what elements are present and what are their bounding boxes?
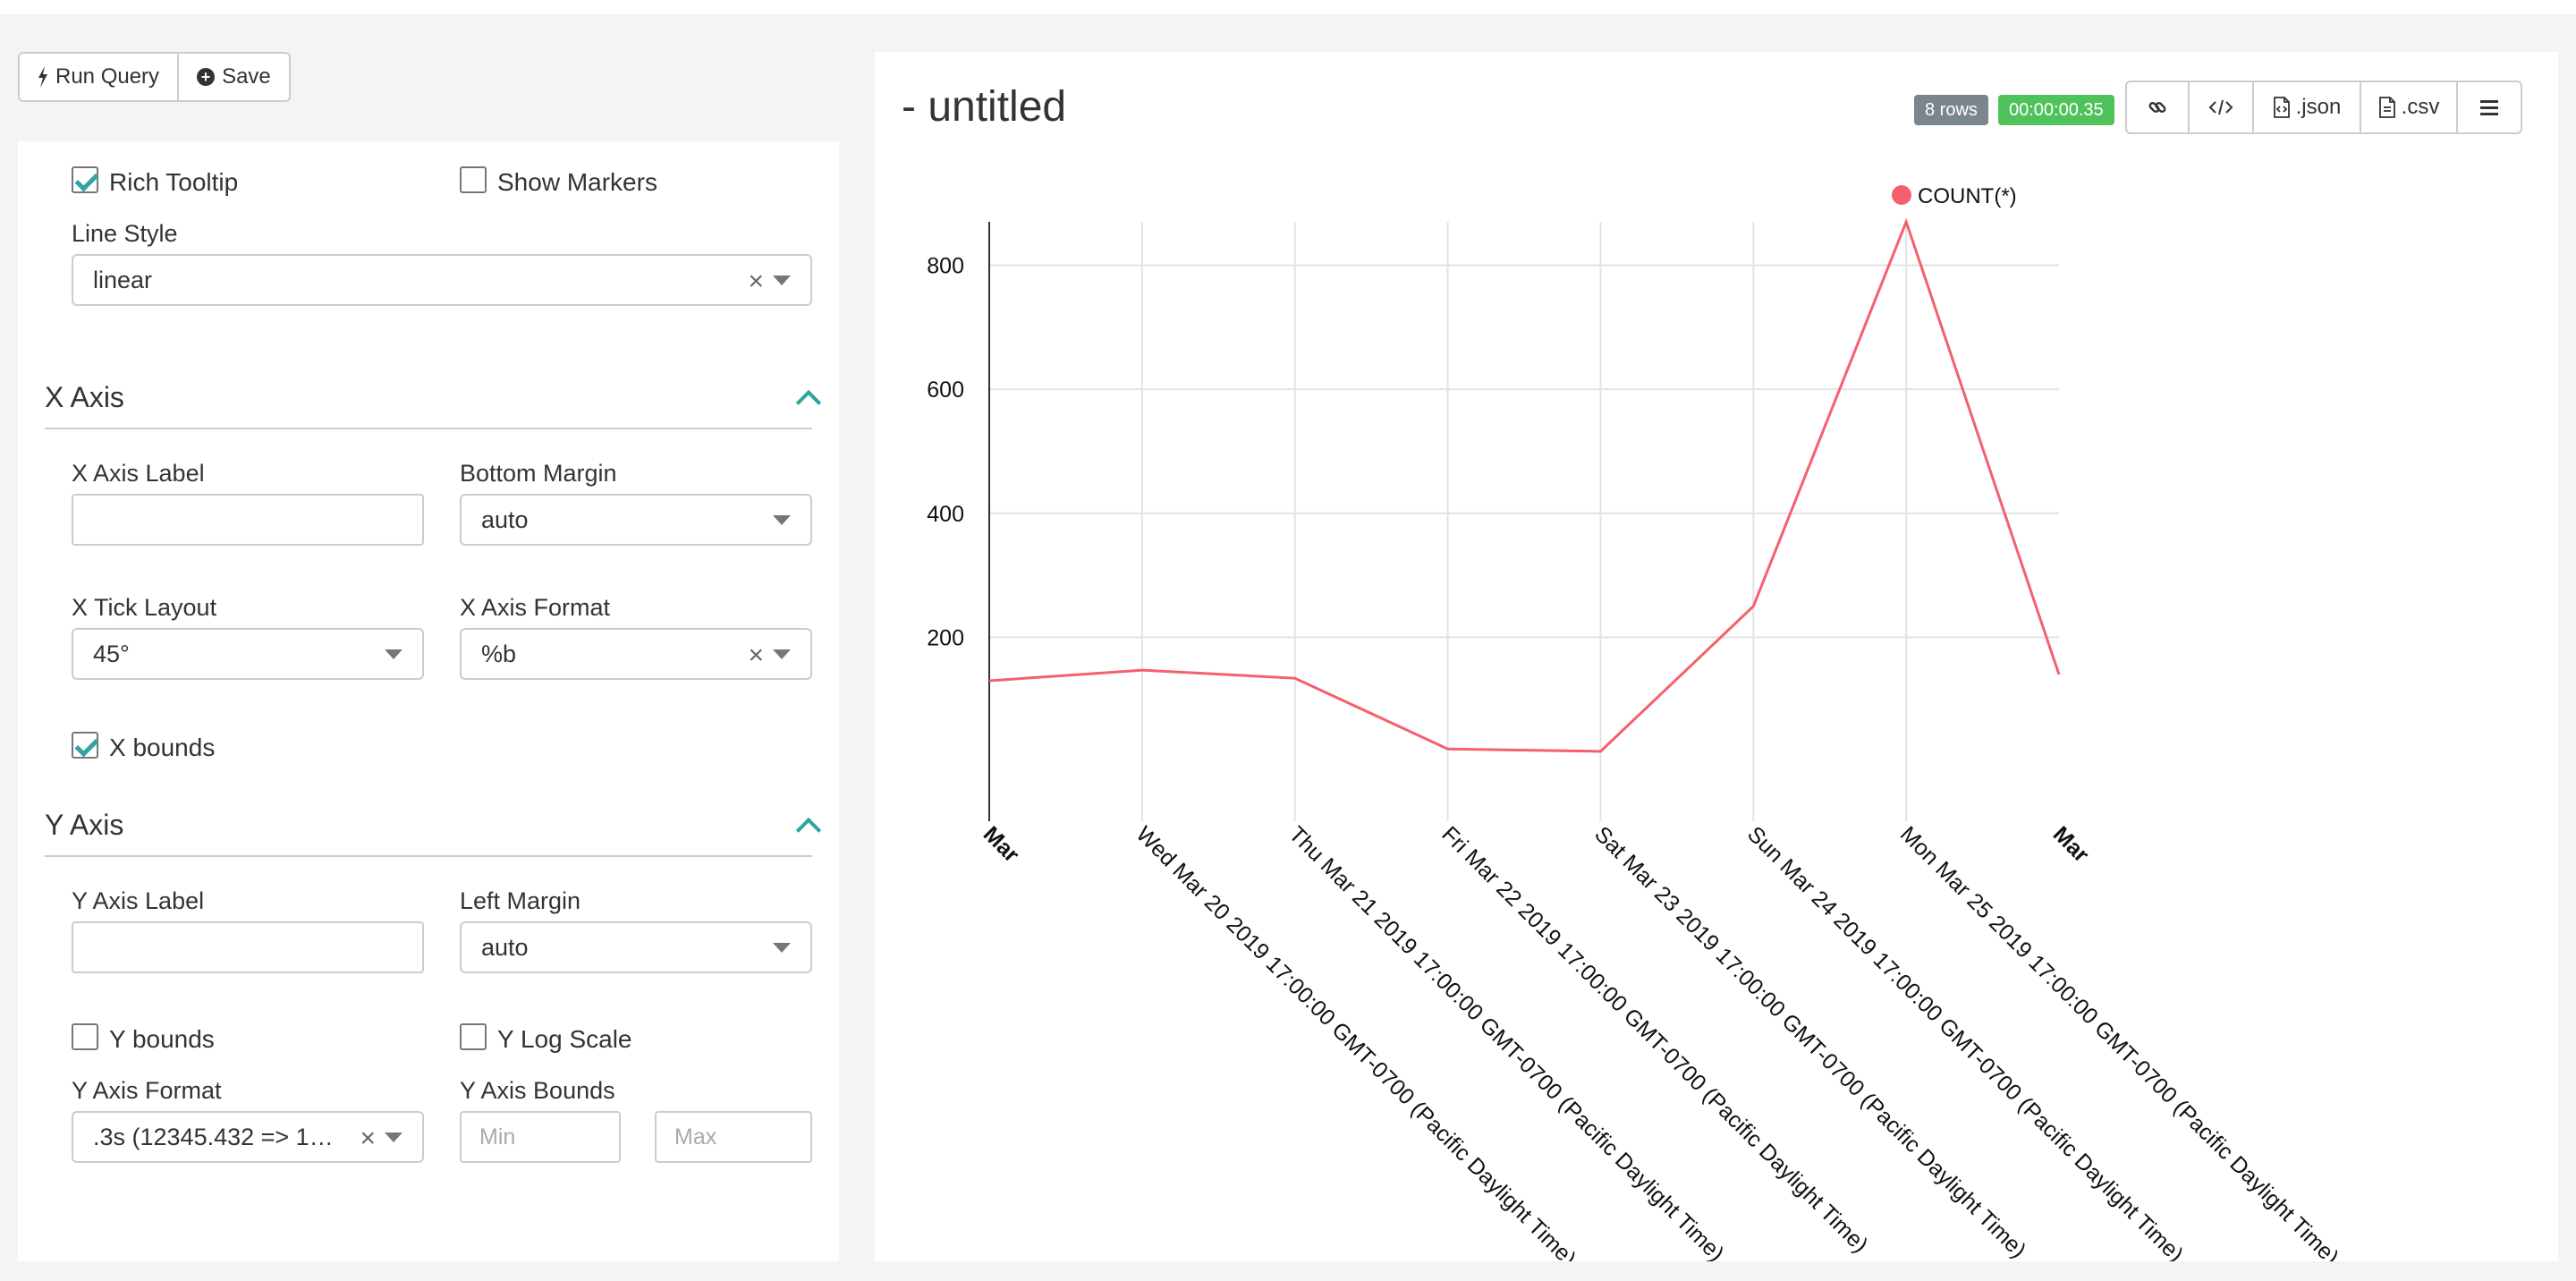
y-axis-label-label: Y Axis Label [72, 887, 205, 914]
save-label: Save [222, 64, 271, 89]
y-axis-format-value: .3s (12345.432 => 1… [93, 1123, 334, 1150]
x-axis-format-label: X Axis Format [460, 594, 611, 621]
legend-label[interactable]: COUNT(*) [1918, 184, 2017, 208]
x-axis-label-input[interactable] [72, 494, 424, 546]
line-chart: Mar Wed Mar 20 2019 17:00:00 GMT-0700 (Pa… [927, 184, 2343, 1261]
y-log-scale-label: Y Log Scale [497, 1025, 632, 1053]
file-code-icon [2273, 97, 2290, 118]
export-csv-button[interactable]: .csv [2360, 81, 2458, 134]
show-markers-label: Show Markers [497, 168, 657, 196]
x-tick-layout-label: X Tick Layout [72, 594, 217, 621]
query-time-badge: 00:00:00.35 [1998, 95, 2114, 125]
chart-title[interactable]: - untitled [902, 83, 1067, 131]
series-line-count[interactable] [988, 217, 2061, 753]
line-style-value: linear [93, 266, 153, 293]
x-tick-label: Mar [2048, 821, 2094, 867]
clear-x-icon[interactable]: × [360, 1124, 376, 1153]
bottom-margin-select[interactable]: auto [460, 494, 812, 546]
json-label: .json [2295, 95, 2342, 119]
left-margin-value: auto [481, 933, 529, 961]
y-log-scale-checkbox[interactable] [460, 1023, 487, 1050]
caret-down-icon[interactable] [773, 649, 791, 659]
y-bounds-label: Y bounds [109, 1025, 215, 1053]
x-tick-layout-value: 45° [93, 640, 130, 667]
x-axis-format-select[interactable]: %b × [460, 628, 812, 680]
x-axis-section-title: X Axis [45, 381, 124, 413]
x-axis-format-value: %b [481, 640, 517, 667]
rich-tooltip-checkbox[interactable] [72, 166, 98, 193]
line-style-select[interactable]: linear × [72, 254, 812, 306]
caret-down-icon[interactable] [773, 943, 791, 953]
y-tick-label: 600 [927, 378, 964, 403]
more-menu-button[interactable] [2456, 81, 2522, 134]
chevron-up-icon[interactable] [795, 817, 822, 844]
csv-label: .csv [2401, 95, 2440, 119]
caret-down-icon[interactable] [773, 276, 791, 285]
file-icon [2378, 97, 2395, 118]
chart-grid [989, 222, 2059, 821]
run-query-button[interactable]: Run Query [18, 52, 180, 102]
x-bounds-checkbox[interactable] [72, 732, 98, 759]
save-button[interactable]: + Save [177, 52, 291, 102]
x-axis-divider [45, 428, 812, 429]
chart-series[interactable] [988, 217, 2061, 753]
y-axis-format-label: Y Axis Format [72, 1077, 222, 1104]
copy-link-button[interactable] [2125, 81, 2190, 134]
row-count-badge: 8 rows [1914, 95, 1988, 125]
bolt-icon [38, 66, 47, 88]
y-tick-label: 200 [927, 625, 964, 650]
run-query-label: Run Query [55, 64, 160, 89]
y-tick-label: 400 [927, 502, 964, 527]
x-bounds-label: X bounds [109, 734, 216, 761]
x-axis-label-label: X Axis Label [72, 460, 205, 487]
x-tick-label: Mar [979, 821, 1024, 867]
chevron-up-icon[interactable] [795, 389, 822, 416]
y-axis-label-input[interactable] [72, 921, 424, 973]
y-axis-divider [45, 855, 812, 857]
x-tick-layout-select[interactable]: 45° [72, 628, 424, 680]
link-icon [2148, 102, 2166, 113]
rich-tooltip-label: Rich Tooltip [109, 168, 239, 196]
y-tick-labels: 200 400 600 800 [927, 254, 964, 651]
y-bounds-max-input[interactable] [655, 1111, 812, 1163]
bottom-margin-value: auto [481, 505, 529, 533]
bottom-margin-label: Bottom Margin [460, 460, 617, 487]
window-top-strip [0, 0, 2576, 14]
show-markers-checkbox[interactable] [460, 166, 487, 193]
hamburger-icon [2480, 100, 2498, 115]
left-margin-label: Left Margin [460, 887, 581, 914]
clear-x-icon[interactable]: × [748, 640, 764, 670]
chart-result-panel: - untitled 8 rows 00:00:00.35 .json .csv… [875, 52, 2558, 1261]
caret-down-icon[interactable] [773, 515, 791, 525]
caret-down-icon[interactable] [385, 649, 402, 659]
y-bounds-checkbox[interactable] [72, 1023, 98, 1050]
left-margin-select[interactable]: auto [460, 921, 812, 973]
clear-x-icon[interactable]: × [748, 267, 764, 296]
legend-marker[interactable] [1892, 185, 1911, 205]
line-style-label: Line Style [72, 220, 178, 247]
query-toolbar: Run Query + Save [18, 52, 291, 102]
x-tick-labels: Mar Wed Mar 20 2019 17:00:00 GMT-0700 (Pa… [979, 821, 2343, 1261]
chart-controls-panel: Rich Tooltip Show Markers Line Style lin… [18, 141, 839, 1261]
y-tick-label: 800 [927, 254, 964, 279]
caret-down-icon[interactable] [385, 1133, 402, 1142]
chart-legend[interactable]: COUNT(*) [1892, 184, 2017, 208]
plus-circle-icon: + [197, 68, 216, 86]
y-axis-section-title: Y Axis [45, 809, 124, 841]
y-bounds-min-input[interactable] [460, 1111, 621, 1163]
code-icon [2208, 99, 2233, 115]
y-axis-bounds-label: Y Axis Bounds [460, 1077, 615, 1104]
export-button-group: .json .csv [2125, 81, 2522, 134]
y-axis-format-select[interactable]: .3s (12345.432 => 1… × [72, 1111, 424, 1163]
